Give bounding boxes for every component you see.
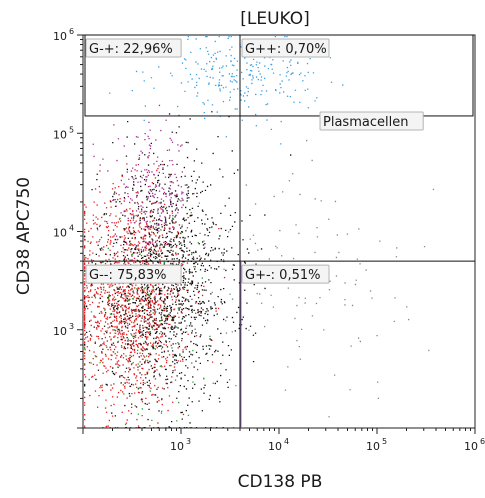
y-tick-label: 10 xyxy=(53,128,67,141)
quadrant-label-g-plus-plus-box xyxy=(241,38,330,58)
plot-frame xyxy=(82,34,476,429)
gates-layer xyxy=(83,34,475,428)
y-tick-label: 10 xyxy=(53,227,67,240)
quadrant-label-g-plus-minus-box xyxy=(241,264,330,284)
y-tick-exponent: 6 xyxy=(69,27,74,36)
gate-labels-layer: G-+: 22,96% G++: 0,70% G--: 75,83% G+-: 0,5… xyxy=(85,38,424,284)
y-tick-exponent: 4 xyxy=(69,224,74,233)
quadrant-label-g-plus-minus: G+-: 0,51% xyxy=(245,268,320,283)
x-axis-label: CD138 PB xyxy=(238,472,323,492)
x-tick-exponent: 4 xyxy=(284,437,289,446)
x-tick-label: 10 xyxy=(464,440,478,453)
x-tick-exponent: 3 xyxy=(186,437,191,446)
x-tick-exponent: 6 xyxy=(480,437,485,446)
y-axis-label: CD38 APC750 xyxy=(14,177,34,295)
plot-frame-layer xyxy=(82,34,476,429)
y-tick-label: 10 xyxy=(53,30,67,43)
ticks-layer: 10 3 10 4 10 5 10 610 310 410 510 6 xyxy=(53,27,485,453)
x-tick-label: 10 xyxy=(170,440,184,453)
gate-label-plasmacellen-box xyxy=(319,111,424,131)
quadrant-label-g-minus-plus: G-+: 22,96% xyxy=(89,42,173,57)
plasmacellen-gate xyxy=(84,34,474,117)
data-points-layer xyxy=(84,36,435,429)
quadrant-label-g-minus-plus-box xyxy=(85,38,182,58)
y-tick-exponent: 5 xyxy=(69,125,74,134)
quadrant-label-g-minus-minus: G--: 75,83% xyxy=(89,268,167,283)
x-tick-exponent: 5 xyxy=(382,437,387,446)
gate-label-plasmacellen: Plasmacellen xyxy=(323,115,408,130)
y-tick-label: 10 xyxy=(53,325,67,338)
quadrant-label-g-minus-minus-box xyxy=(85,264,182,284)
x-tick-label: 10 xyxy=(268,440,282,453)
quadrant-label-g-plus-plus: G++: 0,70% xyxy=(245,42,327,57)
x-tick-label: 10 xyxy=(366,440,380,453)
y-tick-exponent: 3 xyxy=(69,322,74,331)
chart-title: [LEUKO] xyxy=(240,9,310,29)
